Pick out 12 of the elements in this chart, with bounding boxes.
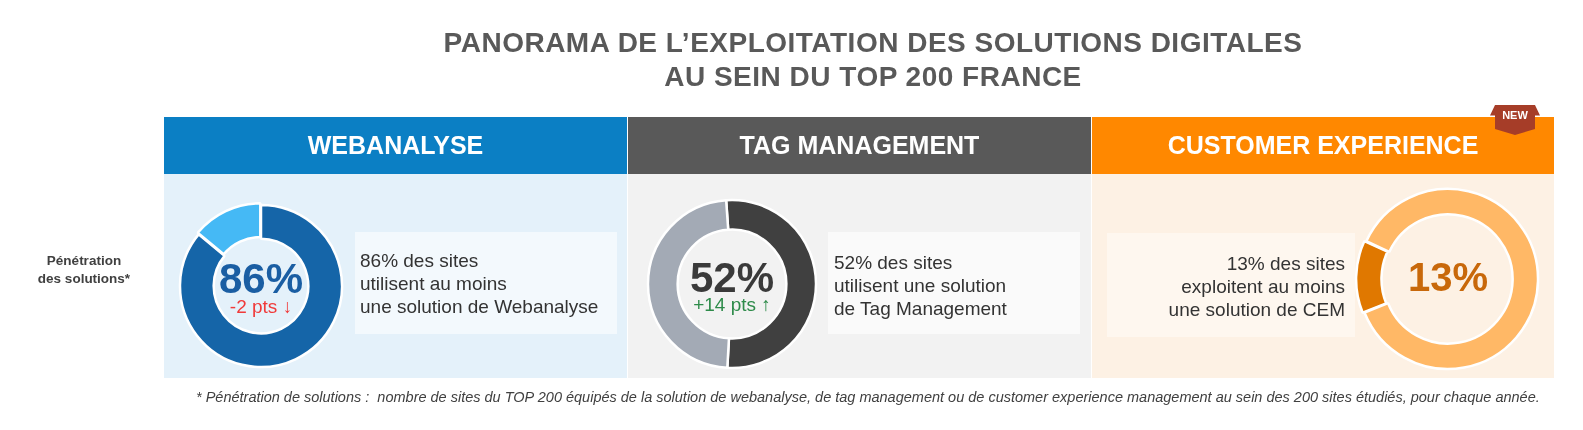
- text: WEBANALYSE: [307, 131, 484, 159]
- chart-subtitle: NEW: [1501, 109, 1529, 122]
- text: 52% des sites utilisent une solution de Tag Management: [834, 250, 1008, 320]
- text: -2 pts ↓: [228, 296, 294, 318]
- text: 86% des sites utilisent au moins une solution de Webanalyse: [360, 248, 600, 318]
- chart-title: TAG MANAGEMENT: [739, 131, 980, 159]
- text: PANORAMA DE L’EXPLOITATION DES SOLUTIONS DIGITALES AU SEIN DU TOP 200 FRANCE: [442, 26, 1304, 94]
- text: 13% des sites exploitent au moins une solution de CEM: [1167, 251, 1345, 321]
- text: * Pénétration de solutions : nombre de sites du TOP 200 équipés de la solution de webanalyse, de tag management ou de customer experience management au sein des 200 sites étudiés, pour chaque année.: [196, 389, 1540, 406]
- text: 13%: [1406, 255, 1490, 299]
- chart-title: CUSTOMER EXPERIENCE: [1167, 131, 1479, 159]
- text: Pénétration des solutions*: [36, 252, 132, 288]
